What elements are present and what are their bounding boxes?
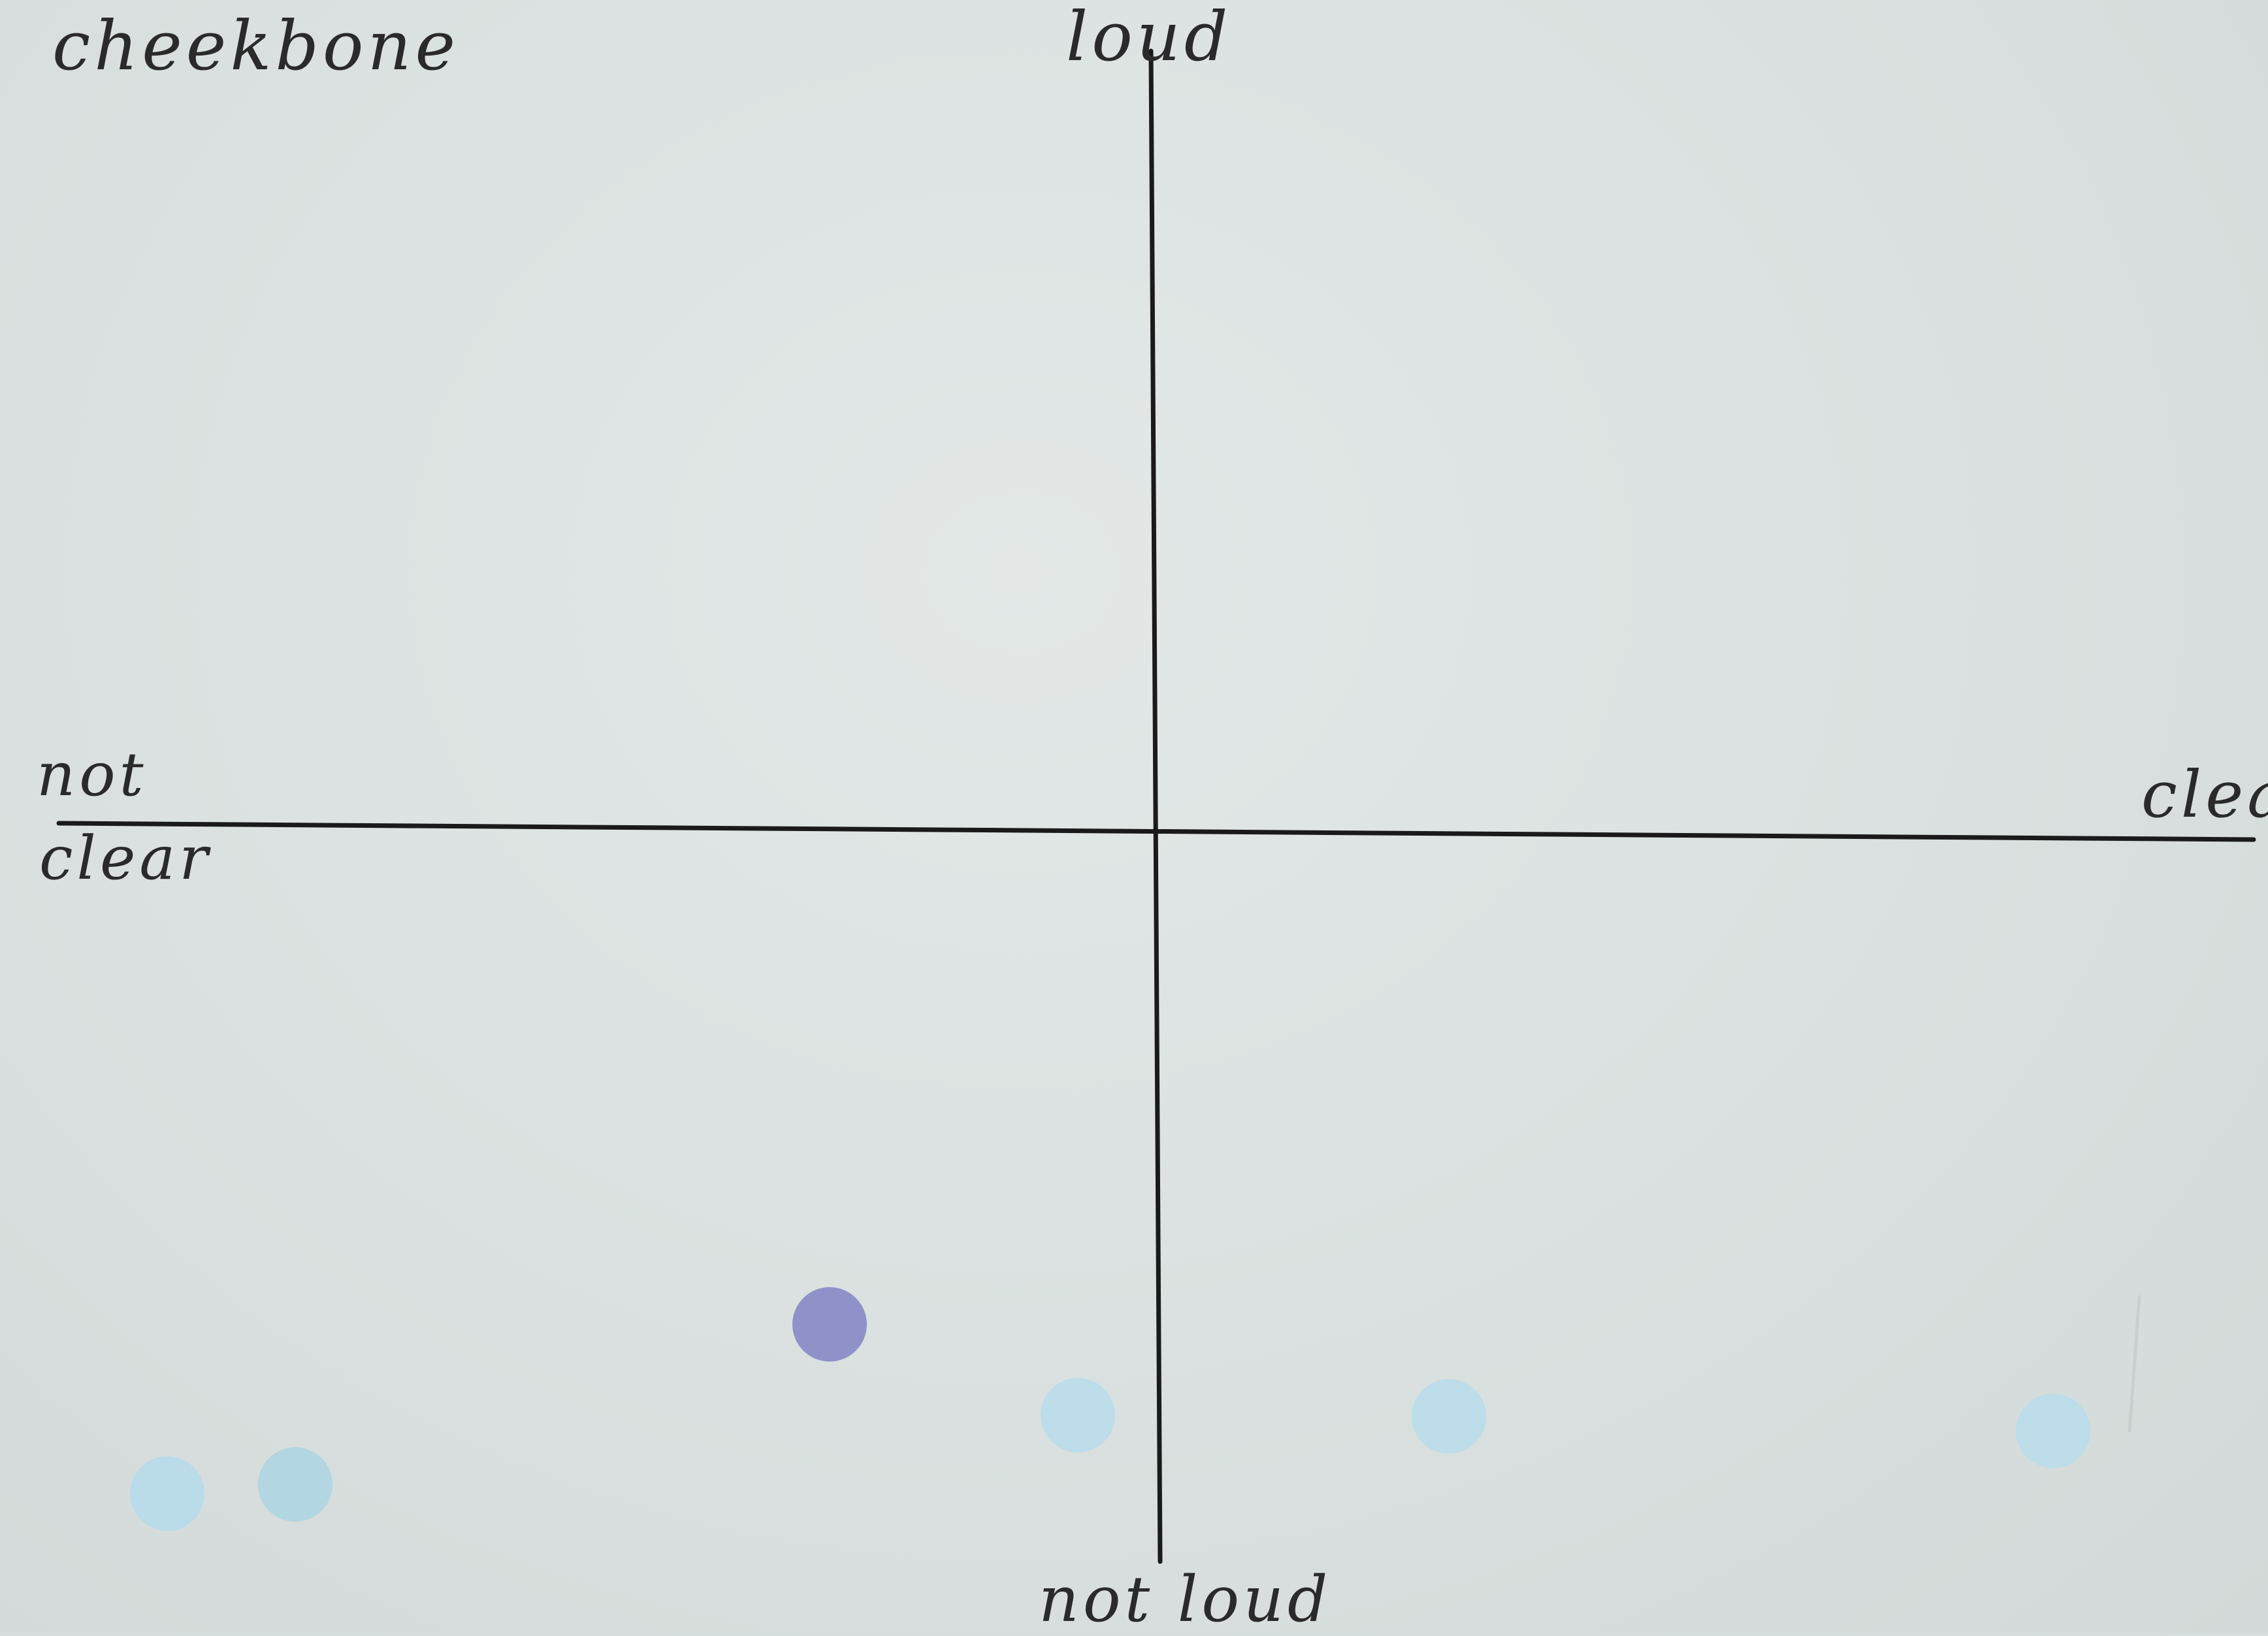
x-axis-left-label-line1: not (37, 740, 148, 810)
sticker-dot (130, 1456, 204, 1531)
y-axis-top-label: loud (1066, 0, 1232, 76)
sticker-dot (1041, 1378, 1115, 1452)
sticker-dot (1412, 1379, 1486, 1454)
sticker-dot (258, 1447, 332, 1522)
x-axis-left-label-line2: clear (39, 823, 212, 893)
y-axis-bottom-label: not loud (1039, 1563, 1332, 1636)
sticker-dot (792, 1287, 867, 1362)
horizontal-axis (56, 821, 2256, 842)
pencil-mark (2128, 1295, 2141, 1433)
sticker-dot (2016, 1394, 2090, 1468)
corner-label: cheekbone (52, 6, 460, 86)
vertical-axis (1148, 48, 1163, 1564)
x-axis-right-label: clear (2141, 758, 2268, 832)
